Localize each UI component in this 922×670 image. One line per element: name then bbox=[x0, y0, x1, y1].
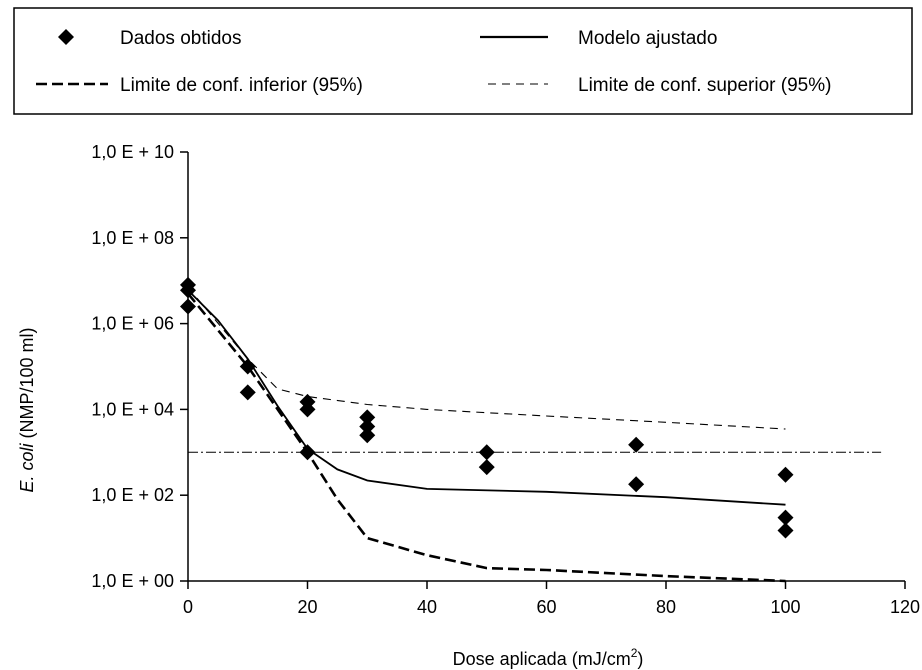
x-tick-label: 20 bbox=[297, 597, 317, 617]
legend: Dados obtidos Modelo ajustado Limite de … bbox=[13, 7, 913, 115]
y-tick-label: 1,0 E + 00 bbox=[91, 571, 174, 591]
x-tick-label: 100 bbox=[770, 597, 800, 617]
y-tick-label: 1,0 E + 10 bbox=[91, 142, 174, 162]
x-tick-label: 80 bbox=[656, 597, 676, 617]
data-point-dados-obtidos bbox=[777, 522, 794, 539]
data-point-dados-obtidos bbox=[359, 427, 376, 444]
y-tick-label: 1,0 E + 04 bbox=[91, 399, 174, 419]
data-point-dados-obtidos bbox=[239, 384, 256, 401]
x-tick-label: 120 bbox=[890, 597, 920, 617]
data-point-dados-obtidos bbox=[777, 466, 794, 483]
legend-marker-dados bbox=[58, 29, 74, 45]
data-point-dados-obtidos bbox=[359, 418, 376, 435]
x-axis-label: Dose aplicada (mJ/cm2) bbox=[453, 646, 644, 669]
x-tick-label: 0 bbox=[183, 597, 193, 617]
data-point-dados-obtidos bbox=[180, 298, 196, 315]
data-point-dados-obtidos bbox=[777, 509, 794, 526]
legend-label-modelo: Modelo ajustado bbox=[578, 28, 717, 49]
legend-label-inferior: Limite de conf. inferior (95%) bbox=[120, 75, 363, 96]
data-point-dados-obtidos bbox=[628, 476, 645, 493]
y-tick-label: 1,0 E + 08 bbox=[91, 228, 174, 248]
data-point-dados-obtidos bbox=[299, 401, 316, 418]
y-tick-label: 1,0 E + 02 bbox=[91, 485, 174, 505]
data-point-dados-obtidos bbox=[478, 444, 495, 461]
legend-box bbox=[13, 7, 913, 115]
series-line-limite-inferior bbox=[186, 292, 786, 583]
series-line-limite-superior bbox=[187, 286, 786, 430]
series-line-modelo-ajustado bbox=[187, 289, 786, 506]
legend-label-superior: Limite de conf. superior (95%) bbox=[578, 75, 831, 96]
plot-area: 1,0 E + 00 1,0 E + 02 1,0 E + 04 1,0 E + 06… bbox=[91, 142, 920, 617]
data-point-dados-obtidos bbox=[628, 436, 645, 453]
data-point-dados-obtidos bbox=[478, 459, 495, 476]
legend-label-dados: Dados obtidos bbox=[120, 28, 241, 49]
data-point-dados-obtidos bbox=[359, 409, 376, 426]
x-tick-label: 40 bbox=[417, 597, 437, 617]
x-tick-label: 60 bbox=[536, 597, 556, 617]
y-tick-label: 1,0 E + 06 bbox=[91, 314, 174, 334]
y-axis-label: E. coli (NMP/100 ml) bbox=[17, 327, 37, 492]
